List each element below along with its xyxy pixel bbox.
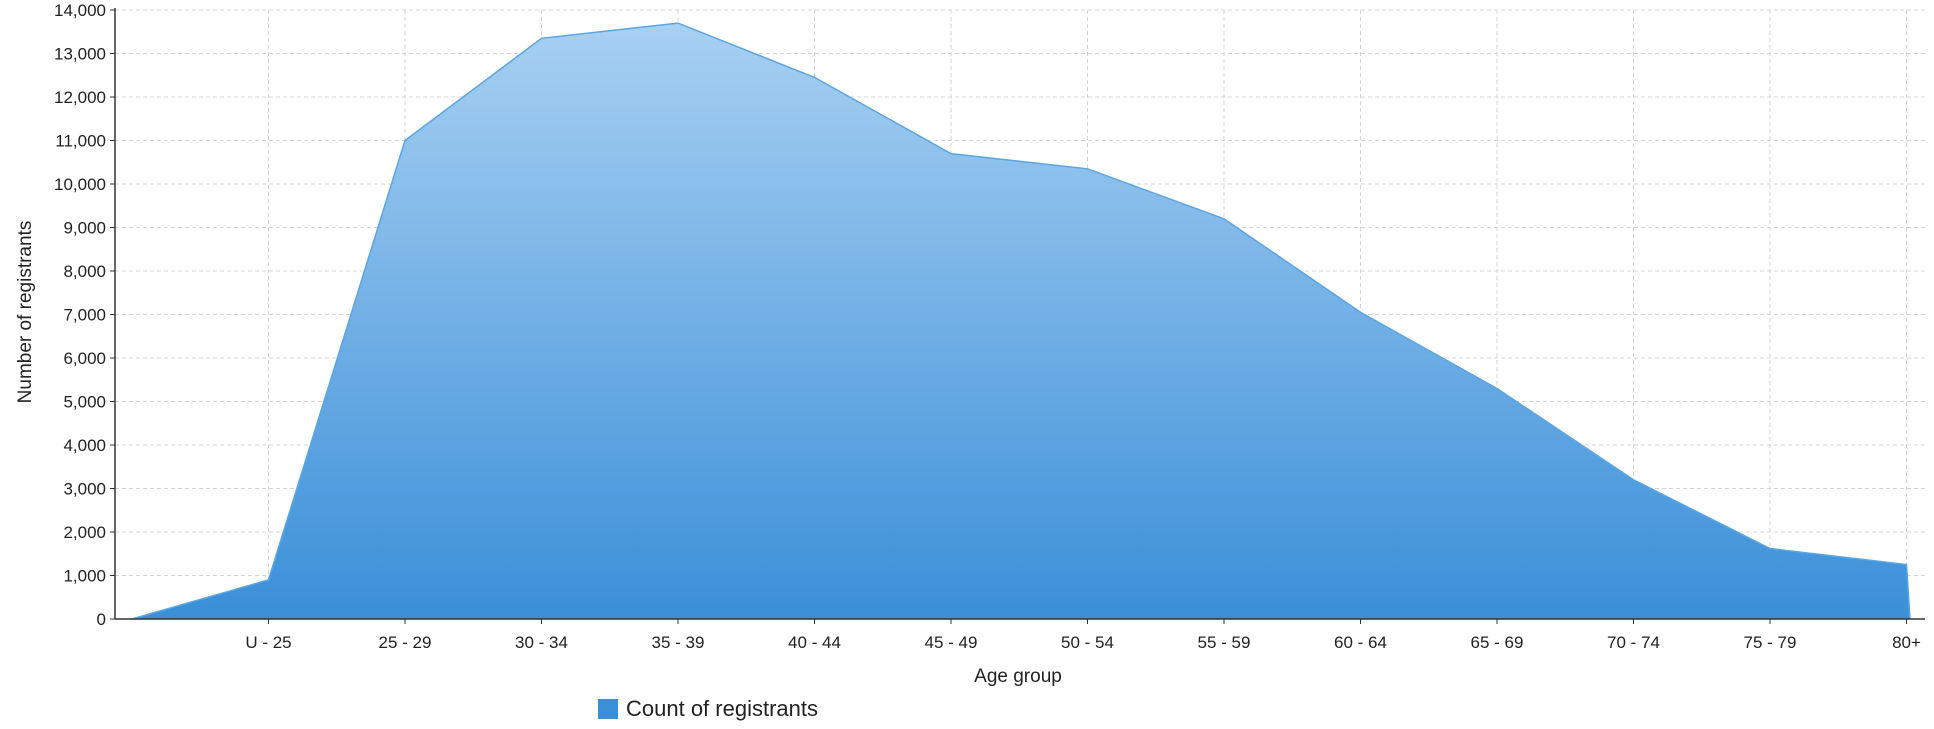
- y-tick-label: 11,000: [55, 132, 106, 151]
- x-tick-label: 75 - 79: [1744, 633, 1797, 652]
- y-tick-label: 4,000: [63, 436, 106, 455]
- x-tick-label: 65 - 69: [1471, 633, 1524, 652]
- y-tick-label: 9,000: [63, 219, 106, 238]
- y-tick-label: 0: [97, 610, 106, 629]
- legend-label: Count of registrants: [626, 696, 818, 721]
- legend-swatch: [598, 699, 618, 719]
- legend: Count of registrants: [598, 696, 818, 721]
- y-axis-title: Number of registrants: [15, 221, 36, 404]
- x-tick-label: 40 - 44: [788, 633, 841, 652]
- x-tick-label: 25 - 29: [379, 633, 432, 652]
- y-tick-label: 7,000: [63, 306, 106, 325]
- x-tick-labels: U - 25 25 - 29 30 - 34 35 - 39 40 - 44 45 - 4…: [245, 633, 1921, 652]
- x-tick-label: 80+: [1892, 633, 1921, 652]
- series-area: [132, 23, 1910, 619]
- y-tick-labels: 0 1,000 2,000 3,000 4,000 5,000 6,000 7,000 8,00…: [54, 1, 106, 629]
- y-tick-label: 6,000: [63, 349, 106, 368]
- x-tick-label: 60 - 64: [1334, 633, 1387, 652]
- x-tick-label: 30 - 34: [515, 633, 568, 652]
- x-tick-label: 45 - 49: [925, 633, 978, 652]
- y-tick-label: 1,000: [63, 567, 106, 586]
- x-tick-label: U - 25: [245, 633, 291, 652]
- x-axis-title: Age group: [974, 666, 1062, 687]
- y-tick-label: 12,000: [54, 88, 106, 107]
- y-tick-label: 8,000: [63, 262, 106, 281]
- y-tick-label: 5,000: [63, 393, 106, 412]
- y-tick-label: 3,000: [63, 480, 106, 499]
- y-tick-label: 10,000: [54, 175, 106, 194]
- x-tick-label: 35 - 39: [652, 633, 705, 652]
- y-tick-label: 13,000: [54, 45, 106, 64]
- series-area-layer: [132, 23, 1910, 619]
- y-tick-label: 14,000: [54, 1, 106, 20]
- x-tick-label: 55 - 59: [1198, 633, 1251, 652]
- x-tick-label: 70 - 74: [1607, 633, 1660, 652]
- y-tick-label: 2,000: [63, 523, 106, 542]
- x-tick-label: 50 - 54: [1061, 633, 1114, 652]
